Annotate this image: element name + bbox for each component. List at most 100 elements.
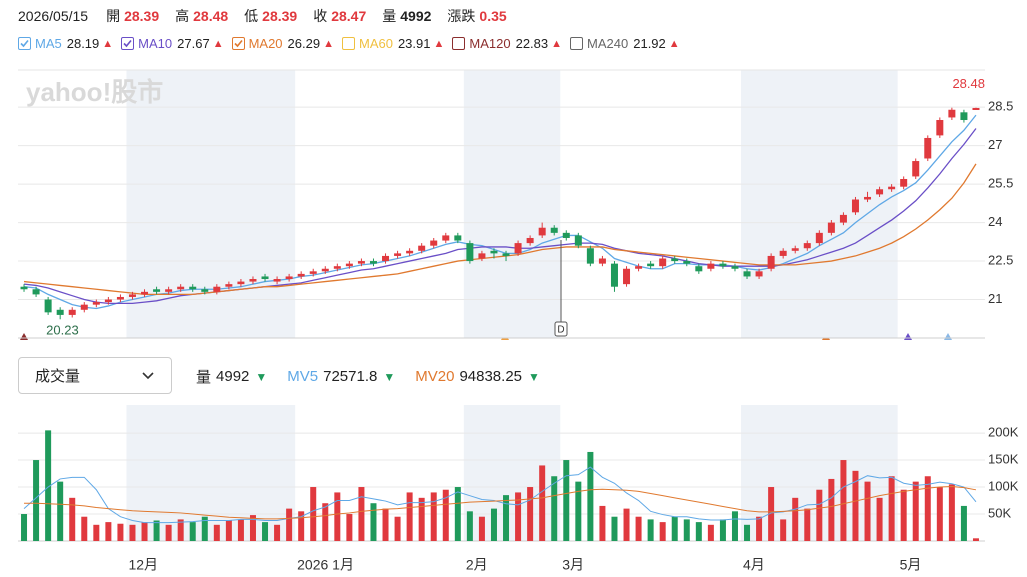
candle-body [864,196,872,200]
ma-line [24,485,977,520]
annotation-box [554,321,568,337]
volume-bar [322,503,329,541]
volume-bar [647,519,654,541]
legend-item: 量 4992 ▼ [196,366,271,387]
chevron [142,371,154,379]
candle-body [562,232,570,238]
quote-value: 28.39 [124,8,160,24]
legend-item: MA10 27.67 ▲ [121,36,227,51]
legend-arrow: ▼ [255,369,268,384]
candle-body [803,243,811,249]
legend-item: MA5 28.19 ▲ [18,36,117,51]
legend-arrow: ▲ [212,37,224,50]
volume-bar [768,487,775,541]
y-tick-label: 150K [988,451,1019,466]
legend-name: MV5 [287,368,319,385]
candle-body [972,107,980,111]
volume-bar [804,508,811,541]
legend-arrow: ▼ [528,369,540,384]
event-marker [20,333,28,340]
candle-body [201,289,209,292]
volume-bar [189,522,196,541]
candle-body [357,261,365,264]
volume-bar [924,476,931,541]
volume-bar [876,497,883,541]
volume-bar [141,522,148,541]
quote-label: 開 [106,8,121,24]
volume-bar [249,515,256,541]
candle-body [659,258,667,267]
volume-bar [466,511,473,541]
volume-bar [69,497,76,541]
event-marker [944,333,952,340]
volume-bar [442,489,449,541]
candle-body [767,255,775,269]
legend-checkbox [18,37,31,50]
legend-item: MA240 21.92 ▲ [570,36,684,51]
y-tick-label: 21 [988,291,1002,306]
volume-bar [756,516,763,541]
candle-body [671,258,679,262]
candle-body [189,286,197,290]
quote-bar: 2026/05/15 開 28.39 高 28.48 低 28.39 收 28.47 量 4992 漲… [18,6,523,26]
candle-body [454,235,462,241]
event-marker [904,333,912,340]
volume-bar [334,492,341,541]
volume-bar [45,430,52,541]
candle-body [502,253,510,256]
y-tick-label: 28.5 [988,99,1013,114]
ma-line [23,128,977,305]
volume-bar [237,519,244,541]
volume-bar [117,523,124,541]
volume-bar [81,516,88,541]
y-tick-label: 22.5 [988,252,1013,267]
volume-bar [852,470,859,541]
candle-body [815,232,823,244]
indicator-dropdown[interactable]: 成交量 [18,357,172,394]
volume-bar [93,524,100,541]
legend-arrow: ▲ [551,37,563,50]
candle-body [888,186,896,190]
volume-bar [165,524,172,541]
candle-body [526,237,534,244]
quote-label: 漲跌 [447,8,476,24]
legend-value: 26.29 [287,36,321,51]
volume-bar [719,519,726,541]
legend-value: 23.91 [397,36,431,51]
legend-value: 4992 [216,368,250,385]
candle-body [683,261,691,264]
candle-body [839,214,847,223]
candle-body [948,109,956,118]
x-tick-label: 2月 [466,557,488,573]
candle-body [538,227,546,236]
legend-name: MA240 [587,36,629,51]
y-tick-label: 24 [988,214,1002,229]
legend-item: MA20 26.29 ▲ [231,36,338,51]
legend-value: 94838.25 [459,368,523,385]
ma-line [23,163,977,296]
legend-arrow: ▲ [433,37,445,50]
volume-bar [731,511,738,541]
legend-name: MV20 [415,368,455,385]
legend-arrow: ▲ [323,37,334,50]
candle-body [309,271,317,274]
check [123,39,132,48]
candle-body [165,289,173,292]
candle-body [273,279,281,282]
legend-checkbox [341,37,355,50]
check [234,39,243,48]
volume-bar [960,505,967,541]
legend-value: 27.67 [177,36,210,51]
volume-bar [864,481,871,541]
candle-body [285,276,293,280]
candle-body [743,271,751,277]
candle-body [56,309,64,315]
candle-body [92,302,100,305]
ma-line [23,114,977,310]
month-band [126,405,296,541]
candle-body [369,261,377,264]
volume-bar [105,522,112,541]
legend-name: MA60 [358,36,393,51]
candle-body [635,266,643,269]
